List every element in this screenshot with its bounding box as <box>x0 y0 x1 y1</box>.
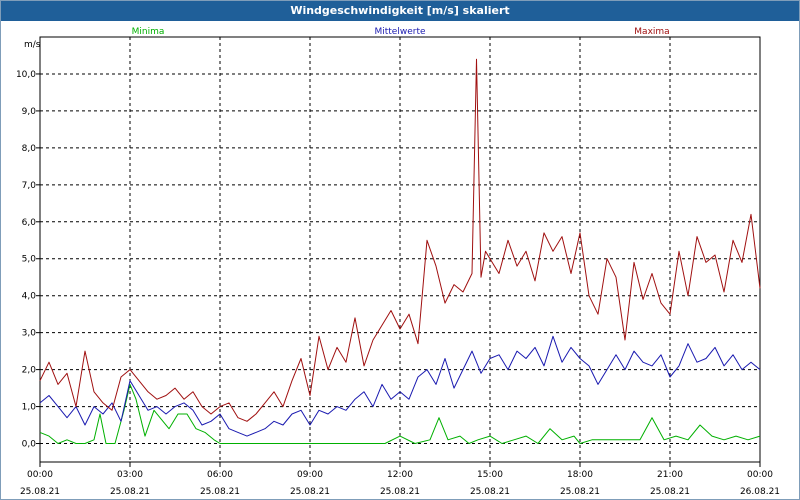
x-tick-date: 25.08.21 <box>20 487 60 497</box>
x-tick-date: 25.08.21 <box>380 487 420 497</box>
y-tick-label: 2,0 <box>22 366 37 376</box>
x-tick-date: 25.08.21 <box>110 487 150 497</box>
x-tick-date: 25.08.21 <box>470 487 510 497</box>
x-tick-time: 00:00 <box>747 470 773 480</box>
y-axis-label: m/s <box>24 40 41 50</box>
legend-minima: Minima <box>132 27 165 37</box>
y-tick-label: 7,0 <box>22 181 37 191</box>
x-tick-date: 25.08.21 <box>290 487 330 497</box>
y-tick-label: 4,0 <box>22 292 37 302</box>
y-tick-label: 5,0 <box>22 255 37 265</box>
legend-mittelwerte: Mittelwerte <box>374 27 425 37</box>
x-tick-time: 15:00 <box>477 470 503 480</box>
series-line-minima <box>39 383 761 444</box>
y-tick-label: 1,0 <box>22 403 37 413</box>
x-tick-time: 18:00 <box>567 470 593 480</box>
y-tick-label: 0,0 <box>22 440 37 450</box>
x-tick-time: 12:00 <box>387 470 413 480</box>
chart-title: Windgeschwindigkeit [m/s] skaliert <box>1 1 799 21</box>
x-tick-date: 26.08.21 <box>740 487 780 497</box>
x-tick-date: 25.08.21 <box>560 487 600 497</box>
x-tick-time: 09:00 <box>297 470 323 480</box>
legend-maxima: Maxima <box>634 27 669 37</box>
x-tick-time: 00:00 <box>27 470 53 480</box>
x-tick-time: 06:00 <box>207 470 233 480</box>
series-line-maxima <box>39 58 761 422</box>
x-tick-time: 03:00 <box>117 470 143 480</box>
y-tick-label: 3,0 <box>22 329 37 339</box>
x-tick-date: 25.08.21 <box>200 487 240 497</box>
y-tick-label: 10,0 <box>16 70 36 80</box>
y-tick-label: 9,0 <box>22 107 37 117</box>
x-tick-date: 25.08.21 <box>650 487 690 497</box>
wind-speed-chart: m/s 0,0 1,0 2,0 3,0 4,0 5,0 6,0 7,0 8,0 9,0 10,0 00… <box>16 27 780 497</box>
y-tick-label: 6,0 <box>22 218 37 228</box>
x-tick-time: 21:00 <box>657 470 683 480</box>
series-line-mittelwerte <box>39 335 761 437</box>
y-tick-label: 8,0 <box>22 144 37 154</box>
